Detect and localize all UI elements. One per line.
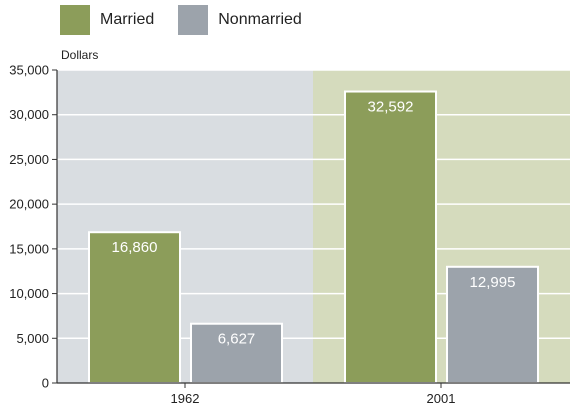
y-tick-label: 35,000 xyxy=(9,63,49,78)
y-axis-units-label: Dollars xyxy=(61,48,99,62)
x-tick-label: 1962 xyxy=(171,391,200,406)
y-tick-label: 20,000 xyxy=(9,197,49,212)
legend-swatch-nonmarried xyxy=(178,5,209,35)
data-label-nonmarried-1962: 6,627 xyxy=(218,331,256,348)
x-tick-label: 2001 xyxy=(427,391,456,406)
y-tick-label: 15,000 xyxy=(9,241,49,256)
y-tick-label: 5,000 xyxy=(16,331,49,346)
bar-married-1962 xyxy=(88,231,181,384)
legend-item-nonmarried: Nonmarried xyxy=(178,5,302,35)
data-label-married-2001: 32,592 xyxy=(368,99,414,116)
legend: Married Nonmarried xyxy=(60,5,326,35)
y-tick-label: 0 xyxy=(42,376,49,391)
bar-nonmarried-1962 xyxy=(190,322,283,384)
legend-item-married: Married xyxy=(60,5,154,35)
bar-married-2001 xyxy=(344,90,437,385)
data-label-married-1962: 16,860 xyxy=(112,239,158,256)
legend-label-nonmarried: Nonmarried xyxy=(218,11,302,28)
data-label-nonmarried-2001: 12,995 xyxy=(470,274,516,291)
legend-label-married: Married xyxy=(100,11,155,28)
legend-swatch-married xyxy=(60,5,90,35)
y-tick-label: 10,000 xyxy=(9,286,49,301)
y-tick-label: 25,000 xyxy=(9,152,49,167)
y-tick-label: 30,000 xyxy=(9,107,49,122)
